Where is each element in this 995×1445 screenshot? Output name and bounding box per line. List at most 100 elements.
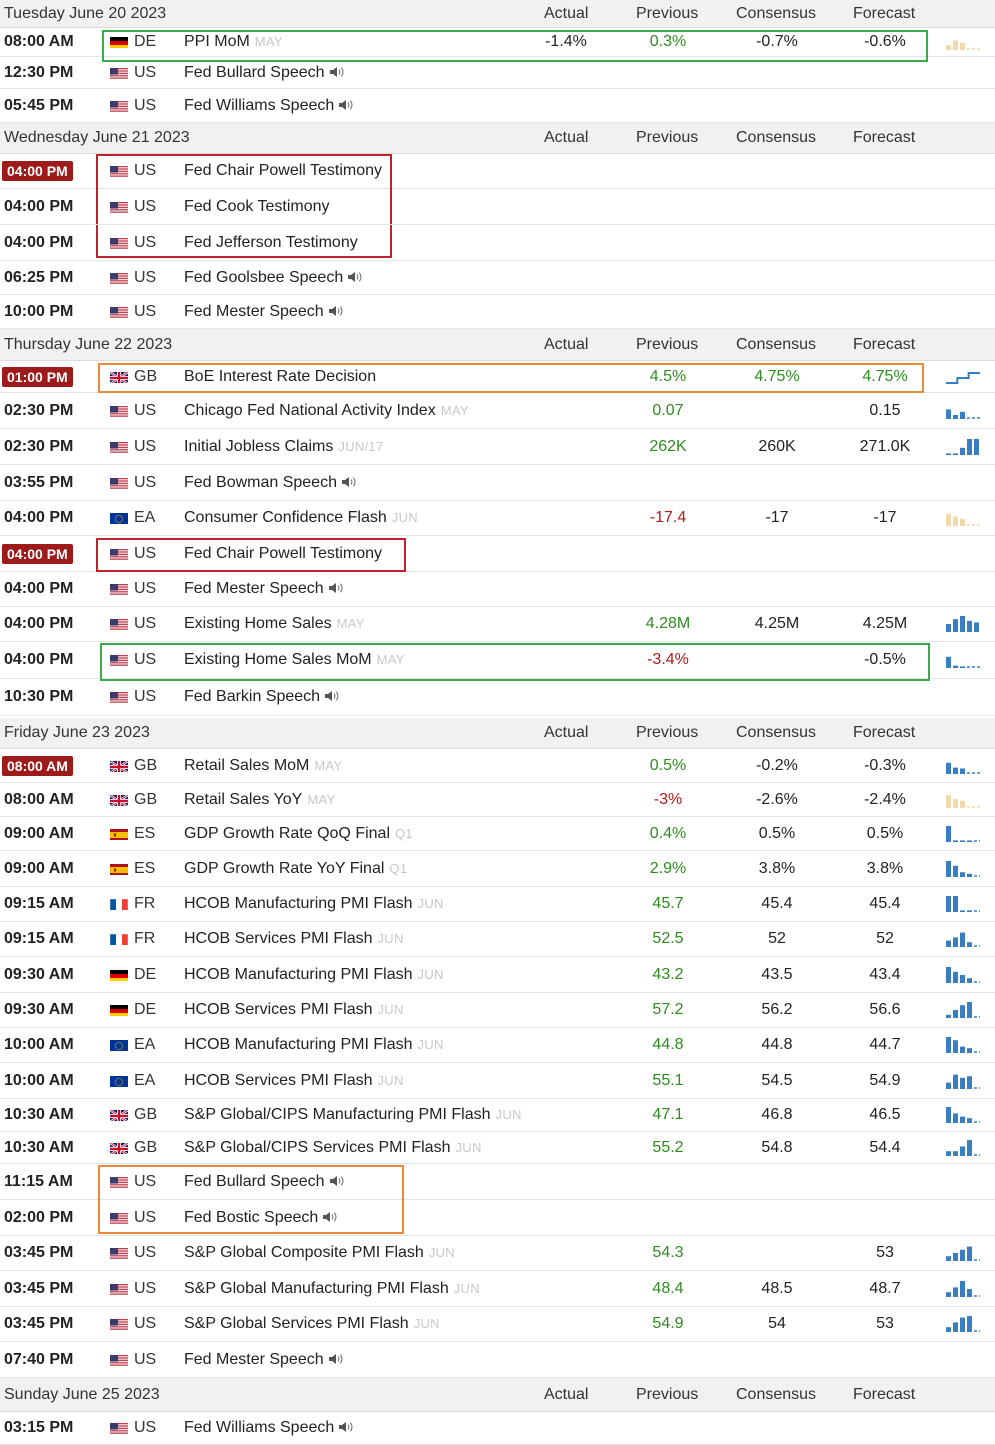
- event-row[interactable]: 10:00 PM US Fed Mester Speech: [0, 295, 995, 329]
- event-name[interactable]: Fed Barkin Speech: [184, 688, 321, 705]
- event-name[interactable]: Fed Mester Speech: [184, 580, 324, 597]
- event-name-link[interactable]: HCOB Manufacturing PMI Flash JUN: [184, 895, 444, 913]
- event-name[interactable]: Fed Chair Powell Testimony: [184, 544, 383, 562]
- event-name-link[interactable]: S&P Global Manufacturing PMI Flash JUN: [184, 1280, 480, 1298]
- event-name-link[interactable]: HCOB Manufacturing PMI Flash JUN: [184, 1036, 444, 1054]
- event-row[interactable]: 09:15 AM FR HCOB Manufacturing PMI Flash JU…: [0, 887, 995, 922]
- event-row[interactable]: 04:00 PM EA Consumer Confidence Flash JUN -1…: [0, 500, 995, 536]
- event-name[interactable]: S&P Global Services PMI Flash: [184, 1314, 409, 1332]
- event-name[interactable]: Fed Bullard Speech: [184, 1172, 325, 1190]
- event-row[interactable]: 03:45 PM US S&P Global Manufacturing PMI F…: [0, 1271, 995, 1307]
- event-row[interactable]: 08:00 AM DE PPI MoM MAY -1.4% 0.3% -0.7% -0.6%: [0, 28, 995, 57]
- event-name[interactable]: Fed Williams Speech: [184, 1419, 335, 1436]
- event-row[interactable]: 04:00 PM US Fed Mester Speech: [0, 572, 995, 607]
- event-name[interactable]: S&P Global/CIPS Manufacturing PMI Flash: [184, 1106, 491, 1123]
- event-name[interactable]: Initial Jobless Claims: [184, 437, 334, 455]
- event-name-link[interactable]: Fed Jefferson Testimony: [184, 234, 358, 252]
- event-row[interactable]: 10:00 AM EA HCOB Services PMI Flash JUN 55.1…: [0, 1063, 995, 1099]
- event-name[interactable]: GDP Growth Rate QoQ Final: [184, 824, 390, 842]
- event-row[interactable]: 09:30 AM DE HCOB Manufacturing PMI Flash JU…: [0, 957, 995, 993]
- event-name[interactable]: HCOB Manufacturing PMI Flash: [184, 965, 413, 983]
- event-name[interactable]: Chicago Fed National Activity Index: [184, 401, 436, 419]
- event-name-link[interactable]: HCOB Manufacturing PMI Flash JUN: [184, 966, 444, 984]
- event-name-link[interactable]: Fed Chair Powell Testimony: [184, 162, 382, 180]
- event-name[interactable]: HCOB Manufacturing PMI Flash: [184, 1036, 413, 1053]
- event-name-link[interactable]: Fed Chair Powell Testimony: [184, 545, 382, 563]
- event-row[interactable]: 03:55 PM US Fed Bowman Speech: [0, 465, 995, 501]
- event-name-link[interactable]: GDP Growth Rate QoQ Final Q1: [184, 825, 413, 843]
- event-row[interactable]: 05:45 PM US Fed Williams Speech: [0, 89, 995, 123]
- event-name-link[interactable]: Chicago Fed National Activity Index MAY: [184, 402, 469, 420]
- event-row[interactable]: 06:25 PM US Fed Goolsbee Speech: [0, 261, 995, 295]
- event-name[interactable]: HCOB Services PMI Flash: [184, 1071, 373, 1089]
- event-name-link[interactable]: Fed Goolsbee Speech: [184, 269, 364, 287]
- event-name[interactable]: Fed Chair Powell Testimony: [184, 162, 383, 179]
- event-name-link[interactable]: Fed Mester Speech: [184, 580, 345, 598]
- event-row[interactable]: 09:30 AM DE HCOB Services PMI Flash JUN 57.2…: [0, 993, 995, 1028]
- event-row[interactable]: 04:00 PM US Fed Chair Powell Testimony: [0, 154, 995, 189]
- event-row[interactable]: 07:40 PM US Fed Mester Speech: [0, 1342, 995, 1378]
- event-name-link[interactable]: Fed Bostic Speech: [184, 1209, 339, 1227]
- event-name[interactable]: S&P Global Manufacturing PMI Flash: [184, 1279, 449, 1297]
- event-name-link[interactable]: HCOB Services PMI Flash JUN: [184, 1072, 404, 1090]
- event-row[interactable]: 11:15 AM US Fed Bullard Speech: [0, 1164, 995, 1200]
- event-name-link[interactable]: Existing Home Sales MAY: [184, 615, 365, 633]
- event-name[interactable]: Fed Mester Speech: [184, 302, 324, 320]
- event-name-link[interactable]: Fed Mester Speech: [184, 1351, 345, 1369]
- event-row[interactable]: 09:00 AM ES GDP Growth Rate YoY Final Q1 2.9…: [0, 851, 995, 887]
- event-name[interactable]: HCOB Manufacturing PMI Flash: [184, 895, 413, 912]
- event-row[interactable]: 04:00 PM US Fed Chair Powell Testimony: [0, 536, 995, 572]
- event-name[interactable]: HCOB Services PMI Flash: [184, 1001, 373, 1018]
- event-name-link[interactable]: Fed Cook Testimony: [184, 198, 330, 216]
- event-name[interactable]: Fed Bowman Speech: [184, 473, 337, 491]
- event-name-link[interactable]: Fed Bullard Speech: [184, 1173, 346, 1191]
- event-row[interactable]: 10:30 AM GB S&P Global/CIPS Services PMI F…: [0, 1132, 995, 1164]
- event-row[interactable]: 04:00 PM US Existing Home Sales MAY 4.28M 4.2…: [0, 607, 995, 642]
- event-name[interactable]: S&P Global/CIPS Services PMI Flash: [184, 1138, 451, 1156]
- event-name-link[interactable]: S&P Global/CIPS Manufacturing PMI Flash J…: [184, 1106, 522, 1124]
- event-name-link[interactable]: Consumer Confidence Flash JUN: [184, 509, 418, 527]
- event-name[interactable]: HCOB Services PMI Flash: [184, 930, 373, 947]
- event-name[interactable]: Existing Home Sales MoM: [184, 651, 372, 668]
- event-name-link[interactable]: Fed Williams Speech: [184, 97, 355, 115]
- event-row[interactable]: 10:30 PM US Fed Barkin Speech: [0, 679, 995, 716]
- event-name[interactable]: Fed Cook Testimony: [184, 197, 330, 215]
- event-row[interactable]: 09:15 AM FR HCOB Services PMI Flash JUN 52.5…: [0, 922, 995, 957]
- event-name[interactable]: BoE Interest Rate Decision: [184, 367, 377, 385]
- event-row[interactable]: 08:00 AM GB Retail Sales YoY MAY -3% -2.6% -2.…: [0, 783, 995, 817]
- event-name-link[interactable]: S&P Global Composite PMI Flash JUN: [184, 1244, 455, 1262]
- event-name[interactable]: Existing Home Sales: [184, 615, 332, 632]
- event-row[interactable]: 02:30 PM US Initial Jobless Claims JUN/17 26…: [0, 429, 995, 465]
- event-name[interactable]: Retail Sales MoM: [184, 756, 310, 774]
- event-row[interactable]: 03:15 PM US Fed Williams Speech: [0, 1412, 995, 1445]
- event-row[interactable]: 09:00 AM ES GDP Growth Rate QoQ Final Q1 0.4…: [0, 817, 995, 851]
- event-row[interactable]: 03:45 PM US S&P Global Services PMI Flash J…: [0, 1306, 995, 1342]
- event-row[interactable]: 03:45 PM US S&P Global Composite PMI Flash…: [0, 1236, 995, 1271]
- event-name-link[interactable]: Fed Williams Speech: [184, 1419, 355, 1437]
- event-name[interactable]: S&P Global Composite PMI Flash: [184, 1244, 424, 1261]
- event-name-link[interactable]: Retail Sales YoY MAY: [184, 791, 335, 809]
- event-name[interactable]: Fed Williams Speech: [184, 96, 335, 114]
- event-name[interactable]: Fed Jefferson Testimony: [184, 233, 358, 251]
- event-row[interactable]: 02:00 PM US Fed Bostic Speech: [0, 1200, 995, 1236]
- event-name[interactable]: Fed Goolsbee Speech: [184, 268, 344, 286]
- event-name-link[interactable]: S&P Global Services PMI Flash JUN: [184, 1315, 440, 1333]
- event-row[interactable]: 01:00 PM GB BoE Interest Rate Decision 4.5%…: [0, 361, 995, 393]
- event-name[interactable]: Consumer Confidence Flash: [184, 508, 387, 526]
- event-name-link[interactable]: PPI MoM MAY: [184, 33, 283, 51]
- event-row[interactable]: 10:30 AM GB S&P Global/CIPS Manufacturing …: [0, 1099, 995, 1132]
- event-name-link[interactable]: Fed Mester Speech: [184, 303, 345, 321]
- event-row[interactable]: 04:00 PM US Existing Home Sales MoM MAY -3.4…: [0, 642, 995, 679]
- event-name-link[interactable]: BoE Interest Rate Decision: [184, 368, 376, 386]
- event-name-link[interactable]: S&P Global/CIPS Services PMI Flash JUN: [184, 1139, 482, 1157]
- event-name[interactable]: Fed Mester Speech: [184, 1350, 324, 1368]
- event-name-link[interactable]: Fed Bowman Speech: [184, 474, 358, 492]
- event-name[interactable]: GDP Growth Rate YoY Final: [184, 859, 385, 877]
- event-name-link[interactable]: HCOB Services PMI Flash JUN: [184, 1001, 404, 1019]
- event-row[interactable]: 02:30 PM US Chicago Fed National Activity …: [0, 393, 995, 429]
- event-row[interactable]: 04:00 PM US Fed Jefferson Testimony: [0, 225, 995, 261]
- event-name-link[interactable]: Retail Sales MoM MAY: [184, 757, 342, 775]
- event-name-link[interactable]: Fed Barkin Speech: [184, 688, 341, 706]
- event-name-link[interactable]: HCOB Services PMI Flash JUN: [184, 930, 404, 948]
- event-name[interactable]: PPI MoM: [184, 33, 250, 50]
